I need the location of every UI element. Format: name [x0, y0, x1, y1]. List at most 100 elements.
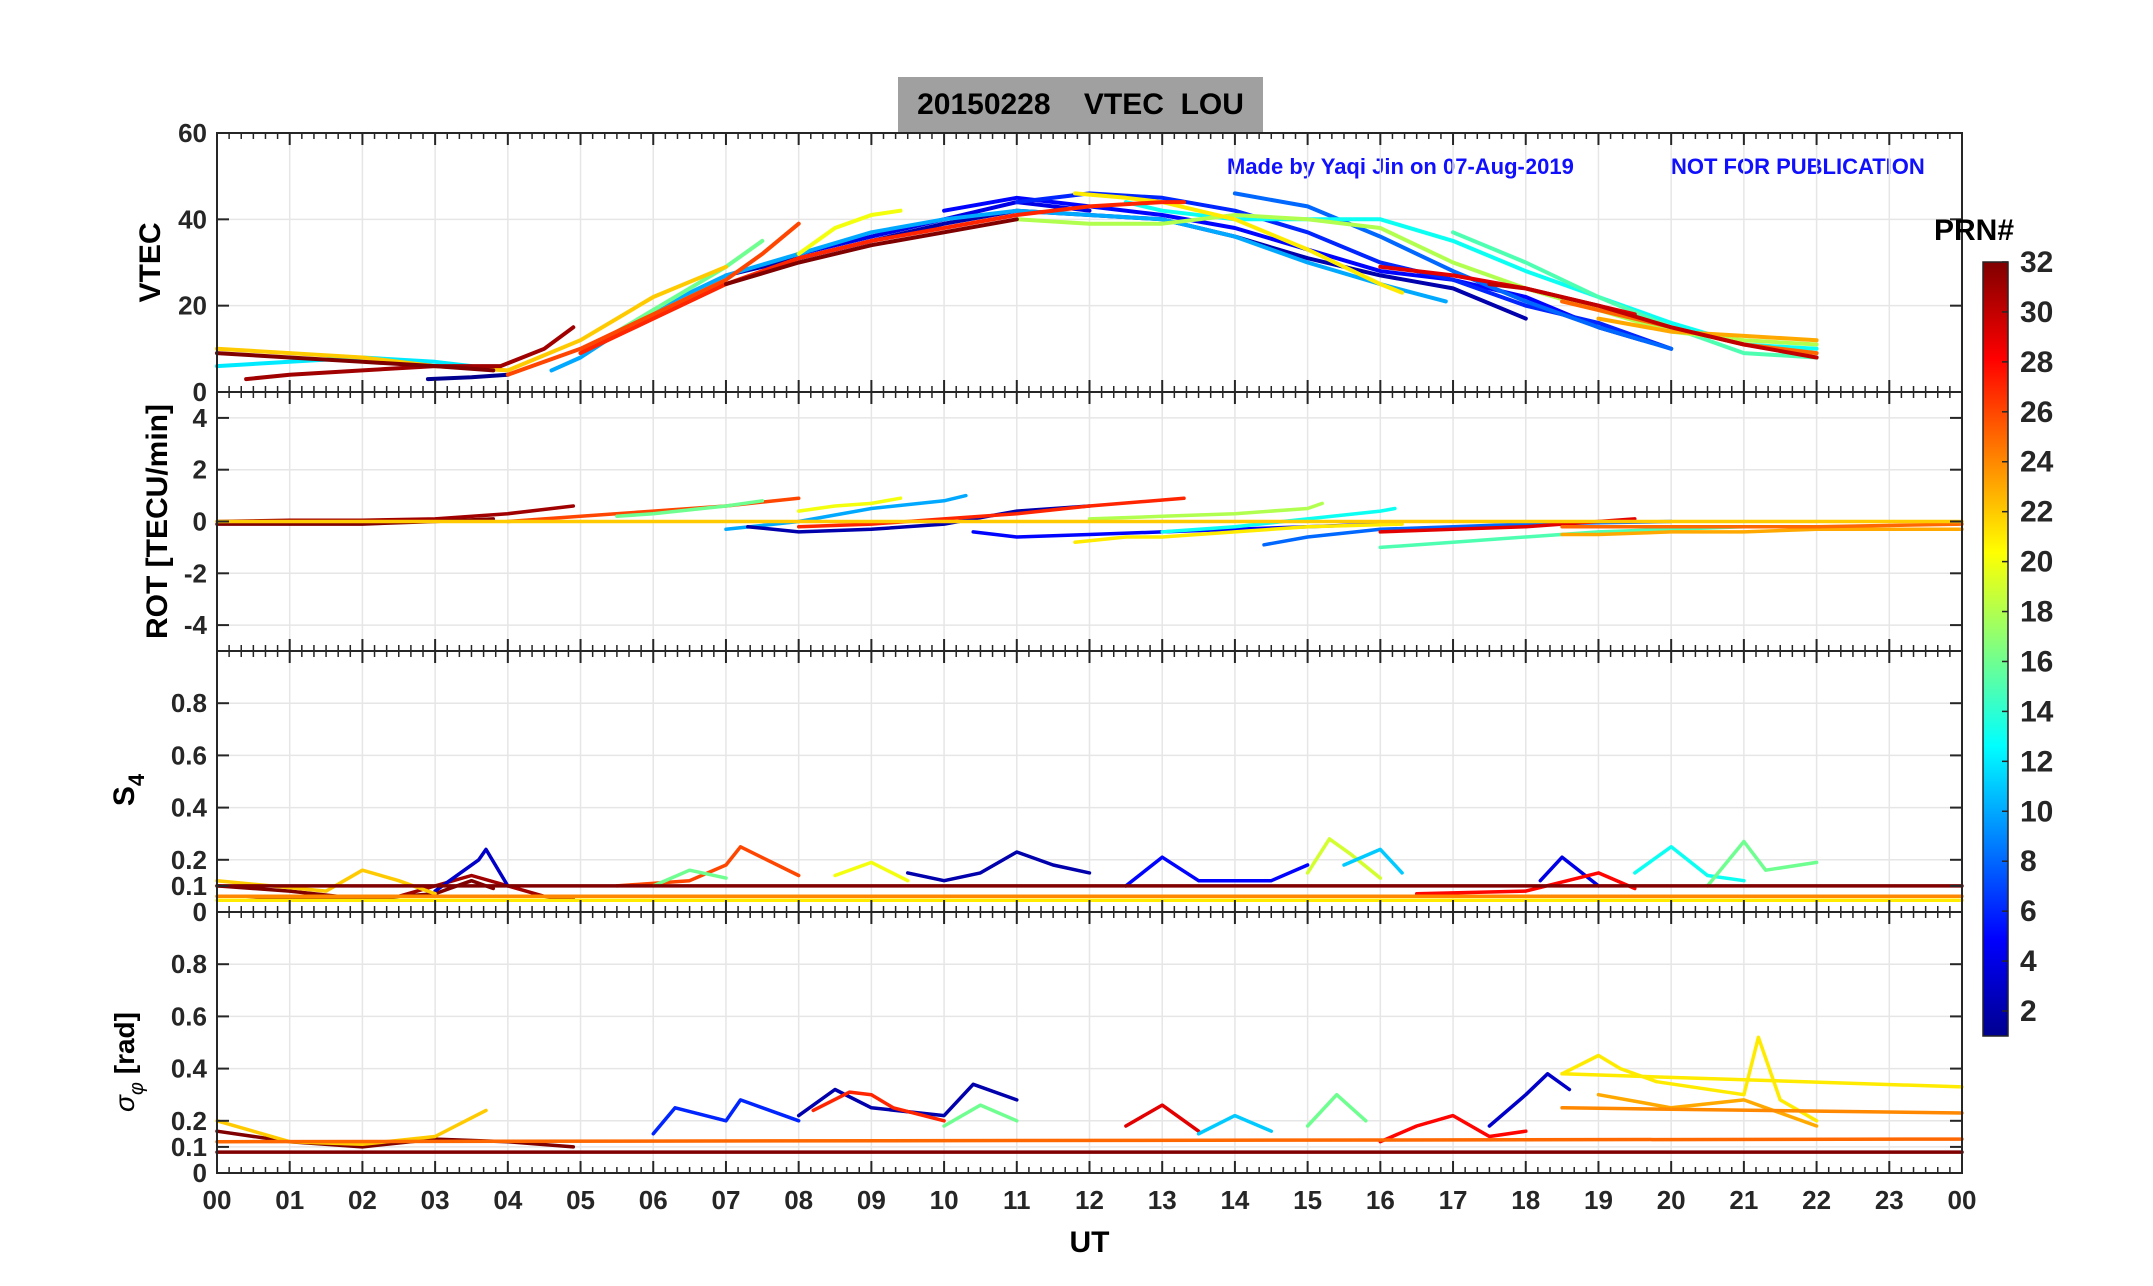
s4-ytick-label: 0.1 [171, 871, 207, 901]
colorbar-tick-label: 30 [2020, 296, 2053, 329]
vtec-series-prn-27 [578, 200, 1186, 356]
rot-series-prn-13 [1160, 506, 1397, 534]
xtick-label: 11 [1003, 1185, 1031, 1215]
colorbar-tick-label: 24 [2020, 446, 2054, 479]
colorbar-tick-label: 4 [2020, 945, 2037, 978]
sigma_phi-series-prn-23 [1596, 1092, 1819, 1128]
sigma_phi-series-prn-21 [1560, 1035, 1819, 1123]
s4-series-prn-16 [651, 868, 728, 888]
xtick-label: 15 [1293, 1185, 1322, 1215]
s4-series-prn-22 [215, 868, 437, 896]
colorbar-tick-label: 26 [2020, 396, 2053, 429]
rot-ytick-label: 0 [193, 507, 207, 537]
vtec-ytick-label: 40 [178, 204, 207, 234]
s4-series-prn-3 [433, 847, 510, 893]
colorbar-tick-label: 8 [2020, 845, 2037, 878]
rot-series-prn-2 [746, 504, 1092, 534]
s4-series-prn-19 [1305, 837, 1383, 880]
sigma_phi-series-prn-16b [1305, 1092, 1368, 1128]
vtec-series-prn-8 [1232, 191, 1674, 351]
vtec-ytick-label: 0 [193, 377, 207, 407]
s4-ytick-label: 0 [193, 897, 207, 927]
rot-series-prn-18 [1087, 501, 1324, 521]
rot-series-prn-10 [724, 493, 968, 532]
sigma_phi-series-prn-29 [1124, 1103, 1201, 1133]
publication-notice: NOT FOR PUBLICATION [1671, 154, 1925, 179]
sigma_phi-ytick-label: 0.4 [171, 1054, 208, 1084]
vtec-series-prn-32 [215, 351, 496, 373]
rot-series-prn-23 [1560, 527, 1964, 537]
xtick-label: 10 [930, 1185, 959, 1215]
xtick-label: 18 [1511, 1185, 1540, 1215]
sigma_phi-series-prn-11 [1196, 1113, 1274, 1136]
title-box: 20150228 VTEC LOU [898, 77, 1263, 133]
xtick-label: 02 [348, 1185, 377, 1215]
xtick-label: 13 [1148, 1185, 1177, 1215]
sigma_phi-series-prn-25-tail [215, 1137, 1964, 1144]
xtick-label: 08 [784, 1185, 813, 1215]
colorbar-tick-label: 2 [2020, 995, 2037, 1028]
sigma_phi-ytick-label: 0.8 [171, 949, 207, 979]
colorbar-tick-label: 18 [2020, 596, 2053, 629]
colorbar-tick-label: 14 [2020, 695, 2054, 728]
s4-series-prn-16b [1705, 839, 1819, 888]
s4-series-prn-11 [1342, 847, 1404, 875]
colorbar-tick-label: 6 [2020, 895, 2037, 928]
s4-series-prn-5 [1124, 855, 1310, 888]
sigma_phi-series-prn-16 [942, 1103, 1019, 1128]
xtick-label: 19 [1584, 1185, 1613, 1215]
s4-series-prn-28 [1414, 871, 1637, 896]
xtick-label: 07 [711, 1185, 740, 1215]
vtec-series-prn-20 [796, 208, 903, 256]
vtec-ytick-label: 20 [178, 291, 207, 321]
rot-series-prn-25 [1560, 522, 1964, 529]
vtec-series-prn-1 [425, 372, 510, 382]
vtec-series-prn-30 [1487, 282, 1819, 360]
colorbar-tick-label: 10 [2020, 795, 2053, 828]
sigma_phi-series-prn-27 [811, 1090, 946, 1123]
rot-ytick-label: 4 [193, 403, 208, 433]
vtec-series-prn-21 [1073, 191, 1405, 295]
vtec-series-prn-16 [614, 238, 765, 334]
sigma_phi-series-prn-24-tail [1560, 1106, 1964, 1115]
vtec-series-prn-15 [1451, 230, 1819, 360]
sigma_phi-series-prn-28 [1378, 1113, 1528, 1144]
vtec-series-prn-26 [505, 221, 801, 377]
s4-series-prn-20 [833, 860, 910, 883]
s4-series-prn-13 [1633, 845, 1746, 883]
colorbar-gradient [1982, 261, 2009, 1037]
rot-series-prn-21 [1073, 522, 1404, 544]
sigma_phi-series-prn-22 [215, 1108, 488, 1147]
colorbar-tick-label: 20 [2020, 546, 2053, 579]
vtec-series-prn-32b [724, 217, 1019, 287]
xtick-label: 23 [1875, 1185, 1904, 1215]
vtec-ylabel: VTEC [134, 222, 167, 302]
colorbar-tick-label: 22 [2020, 496, 2053, 529]
xtick-label: 04 [493, 1185, 522, 1215]
xtick-label: 16 [1366, 1185, 1395, 1215]
s4-series-prn-2 [905, 850, 1092, 883]
rot-series-prn-20 [796, 496, 903, 513]
xtick-label: 12 [1075, 1185, 1104, 1215]
s4-ytick-label: 0.6 [171, 740, 207, 770]
sigma_phi-ytick-label: 0 [193, 1158, 207, 1188]
xtick-label: 14 [1220, 1185, 1249, 1215]
xtick-label: 21 [1729, 1185, 1758, 1215]
xtick-label: 22 [1802, 1185, 1831, 1215]
s4-ylabel: S4 [108, 773, 149, 806]
colorbar-tick-label: 12 [2020, 745, 2053, 778]
colorbar-tick-label: 32 [2020, 246, 2053, 279]
vtec-ytick-label: 60 [178, 118, 207, 148]
data-layer [215, 191, 1964, 1154]
rot-ylabel: ROT [TECU/min] [141, 404, 174, 639]
vtec-series-prn-13 [1123, 200, 1819, 351]
xtick-label: 20 [1657, 1185, 1686, 1215]
xtick-label: 06 [639, 1185, 668, 1215]
rot-ytick-label: -2 [184, 558, 207, 588]
sigma_phi-series-prn-6 [651, 1098, 801, 1136]
sigma_phi-series-prn-3 [1487, 1072, 1572, 1128]
sigma_phi-series-prn-21-tail [1560, 1072, 1964, 1089]
